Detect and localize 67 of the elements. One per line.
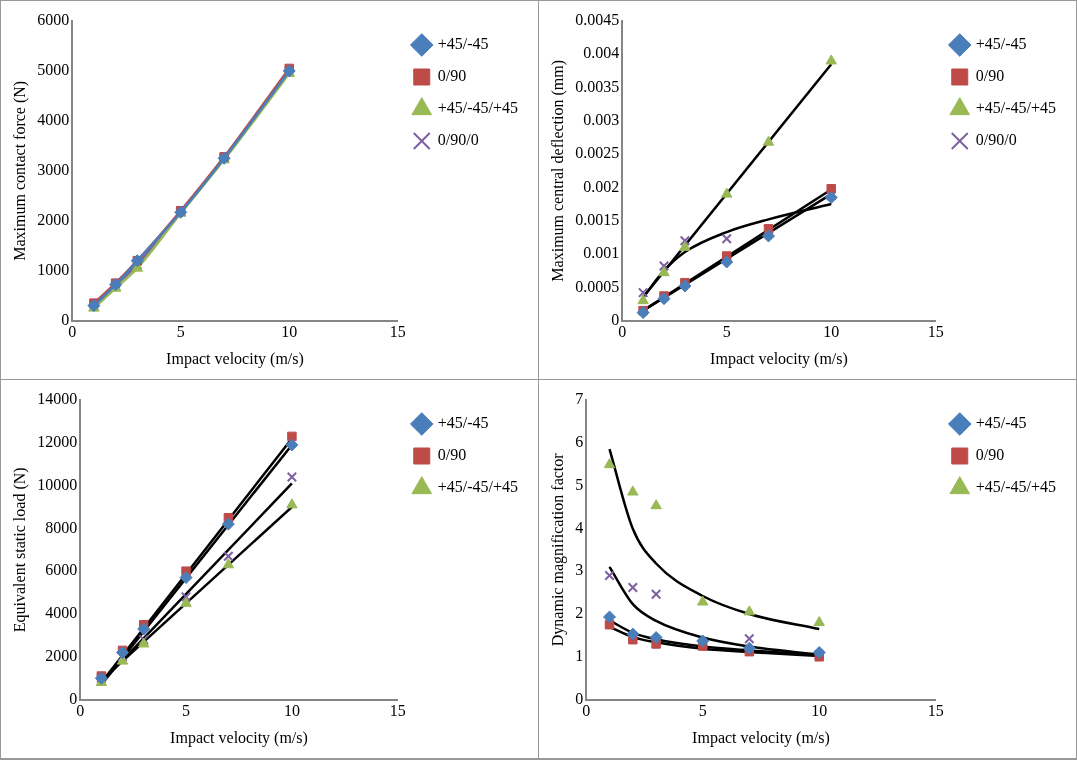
x-tick-label: 15 (927, 323, 944, 341)
x-axis-title: Impact velocity (m/s) (710, 349, 848, 368)
y-tick-label: 0.003 (583, 111, 620, 129)
y-axis-title: Equivalent static load (N) (10, 467, 29, 633)
x-tick-label: 10 (283, 702, 300, 720)
legend-label: +45/-45/+45 (975, 478, 1057, 496)
y-tick-label: 14000 (37, 390, 78, 408)
y-tick-label: 2000 (37, 210, 70, 228)
y-tick-label: 2000 (45, 647, 78, 664)
x-tick-label: 15 (389, 702, 406, 720)
legend-label: +45/-45/+45 (437, 478, 519, 496)
y-tick-label: 4000 (45, 604, 78, 622)
y-tick-label: 6 (575, 433, 584, 450)
legend-label: +45/-45 (437, 414, 489, 432)
y-axis-title: Maximum central deflection (mm) (548, 59, 567, 282)
y-tick-label: 0 (61, 310, 70, 328)
y-tick-label: 10000 (37, 475, 78, 493)
y-tick-label: 0.004 (583, 44, 620, 62)
y-tick-label: 5 (575, 475, 584, 493)
y-tick-label: 0.0045 (575, 11, 620, 29)
y-tick-label: 4 (575, 518, 584, 536)
y-tick-label: 4000 (37, 111, 70, 129)
legend-label: 0/90/0 (975, 131, 1017, 149)
x-tick-label: 15 (927, 702, 944, 720)
x-tick-label: 10 (811, 702, 828, 720)
x-tick-label: 5 (698, 702, 707, 720)
y-tick-label: 5000 (37, 61, 70, 79)
x-axis-title: Impact velocity (m/s) (170, 728, 308, 747)
y-tick-label: 6000 (37, 11, 70, 29)
legend-label: 0/90 (437, 446, 467, 464)
y-tick-label: 0.002 (583, 177, 620, 195)
legend-label: +45/-45 (975, 414, 1027, 432)
x-tick-label: 5 (182, 702, 191, 720)
x-tick-label: 15 (389, 323, 406, 341)
legend-label: +45/-45/+45 (975, 99, 1057, 117)
x-axis-title: Impact velocity (m/s) (692, 728, 830, 747)
y-tick-label: 0.0025 (575, 144, 620, 162)
y-tick-label: 0 (611, 310, 620, 328)
y-tick-label: 0 (575, 689, 584, 707)
legend-label: 0/90/0 (437, 131, 479, 149)
x-tick-label: 5 (176, 323, 185, 341)
x-tick-label: 5 (722, 323, 731, 341)
x-tick-label: 10 (281, 323, 298, 341)
y-tick-label: 7 (575, 390, 584, 408)
x-axis-title: Impact velocity (m/s) (166, 349, 304, 368)
y-tick-label: 0.0015 (575, 210, 620, 228)
legend-label: 0/90 (437, 67, 467, 85)
y-tick-label: 0.001 (583, 244, 620, 262)
y-tick-label: 1000 (37, 260, 70, 278)
legend-label: 0/90 (975, 67, 1005, 85)
legend-label: +45/-45/+45 (437, 99, 519, 117)
y-tick-label: 0 (69, 689, 78, 707)
y-tick-label: 0.0035 (575, 77, 620, 95)
y-tick-label: 8000 (45, 518, 78, 536)
legend-label: 0/90 (975, 446, 1005, 464)
legend-label: +45/-45 (975, 35, 1027, 53)
legend-label: +45/-45 (437, 35, 489, 53)
y-axis-title: Dynamic magnification factor (548, 452, 567, 647)
y-tick-label: 3000 (37, 161, 70, 178)
y-tick-label: 3 (575, 561, 584, 579)
y-tick-label: 0.0005 (575, 277, 620, 295)
x-tick-label: 10 (823, 323, 840, 341)
y-axis-title: Maximum contact force (N) (10, 80, 29, 261)
y-tick-label: 12000 (37, 433, 78, 450)
y-tick-label: 6000 (45, 561, 78, 579)
y-tick-label: 1 (575, 647, 584, 664)
y-tick-label: 2 (575, 604, 584, 622)
